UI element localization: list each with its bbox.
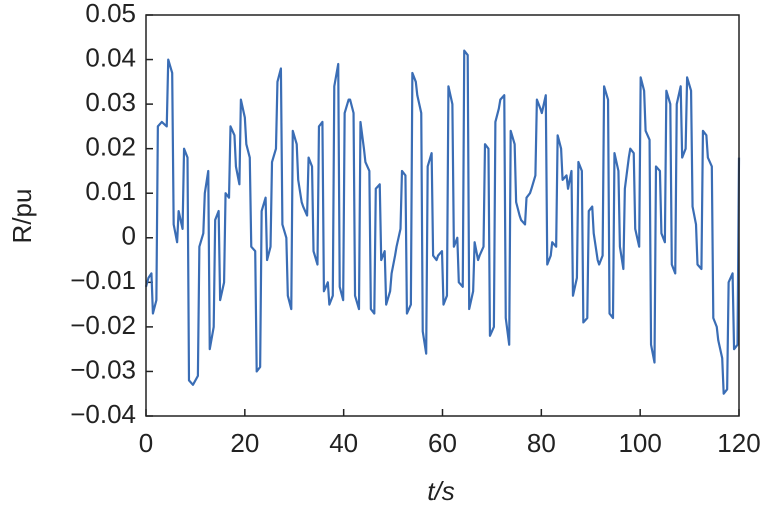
y-tick-label: 0.05: [85, 0, 136, 28]
y-tick-label: −0.02: [70, 310, 136, 340]
y-axis-label: R/pu: [7, 189, 37, 244]
plot-frame: [145, 14, 740, 417]
y-tick-label: 0.01: [85, 176, 136, 206]
x-tick-label: 100: [618, 428, 661, 458]
x-tick-label: 80: [527, 428, 556, 458]
y-tick-label: 0.04: [85, 42, 136, 72]
y-tick-label: 0: [122, 221, 136, 251]
y-tick-label: −0.04: [70, 399, 136, 429]
data-line: [144, 49, 741, 395]
x-tick-label: 40: [329, 428, 358, 458]
x-tick-label: 20: [230, 428, 259, 458]
x-axis-label: t/s: [427, 476, 454, 506]
x-tick-label: 0: [139, 428, 153, 458]
y-tick-label: 0.03: [85, 87, 136, 117]
y-tick-label: −0.01: [70, 265, 136, 295]
y-tick-label: 0.02: [85, 132, 136, 162]
x-tick-label: 60: [428, 428, 457, 458]
y-tick-label: −0.03: [70, 354, 136, 384]
x-tick-label: 120: [717, 428, 760, 458]
